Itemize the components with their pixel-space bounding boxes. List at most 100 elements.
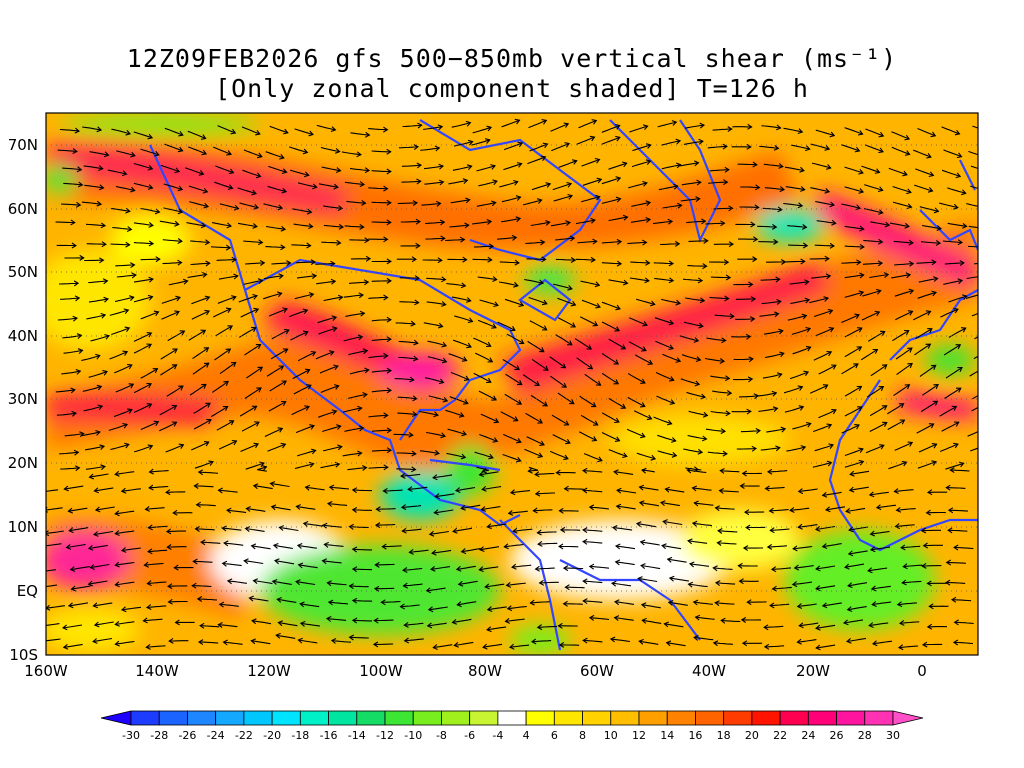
streamline-arrowhead bbox=[739, 483, 745, 489]
streamline-arrowhead bbox=[462, 178, 469, 184]
streamline-arrowhead bbox=[824, 188, 831, 194]
streamline-arrowhead bbox=[40, 623, 44, 628]
streamline-arrowhead bbox=[96, 200, 103, 207]
streamline-arrowhead bbox=[868, 622, 874, 629]
streamline-arrowhead bbox=[452, 527, 458, 534]
streamline bbox=[971, 406, 978, 412]
streamline-arrowhead bbox=[478, 471, 485, 478]
streamline-arrowhead bbox=[226, 150, 232, 156]
streamline bbox=[844, 245, 864, 248]
streamline bbox=[761, 125, 781, 129]
streamline-arrowhead bbox=[591, 436, 598, 442]
streamline bbox=[276, 634, 296, 639]
streamline-arrowhead bbox=[223, 540, 229, 547]
streamline bbox=[474, 352, 493, 363]
streamline bbox=[433, 474, 453, 479]
streamline-arrowhead bbox=[721, 337, 727, 344]
streamline bbox=[525, 241, 545, 245]
colorbar-tick-label: -28 bbox=[150, 729, 168, 742]
streamline bbox=[68, 507, 88, 512]
streamline bbox=[461, 504, 481, 509]
lon-label: 0 bbox=[917, 662, 927, 680]
streamline bbox=[295, 425, 315, 434]
streamline-arrowhead bbox=[592, 238, 598, 245]
streamline-arrowhead bbox=[874, 310, 881, 317]
streamline-arrowhead bbox=[859, 243, 865, 250]
streamline-arrowhead bbox=[675, 299, 682, 306]
streamline bbox=[245, 462, 265, 470]
streamline-arrowhead bbox=[456, 601, 462, 608]
streamline-arrowhead bbox=[797, 488, 804, 495]
streamline-arrowhead bbox=[877, 238, 884, 245]
streamline-arrowhead bbox=[147, 524, 153, 531]
streamline-arrowhead bbox=[101, 241, 107, 248]
streamline-arrowhead bbox=[982, 154, 987, 159]
streamline-arrowhead bbox=[725, 274, 732, 281]
streamline bbox=[862, 290, 881, 297]
streamline-arrowhead bbox=[358, 425, 365, 432]
streamline bbox=[427, 340, 447, 347]
streamline-arrowhead bbox=[348, 523, 354, 530]
streamline bbox=[713, 567, 733, 570]
streamline-arrowhead bbox=[693, 500, 699, 507]
streamline bbox=[162, 261, 182, 265]
streamline bbox=[83, 405, 103, 412]
streamline bbox=[816, 644, 836, 649]
streamline bbox=[601, 301, 621, 310]
streamline-arrowhead bbox=[460, 282, 467, 289]
streamline bbox=[794, 565, 814, 569]
streamline bbox=[583, 541, 603, 544]
streamline bbox=[481, 506, 501, 511]
streamline bbox=[737, 163, 757, 166]
streamline bbox=[227, 580, 247, 584]
streamline bbox=[528, 119, 547, 129]
streamline-arrowhead bbox=[172, 348, 178, 354]
streamline bbox=[792, 422, 811, 430]
streamline-arrowhead bbox=[567, 193, 574, 200]
streamline-arrowhead bbox=[645, 159, 652, 165]
streamline bbox=[64, 485, 84, 490]
streamline-arrowhead bbox=[250, 638, 256, 645]
streamline bbox=[503, 142, 523, 151]
streamline-arrowhead bbox=[120, 547, 127, 553]
streamline-arrowhead bbox=[206, 419, 212, 425]
streamline-arrowhead bbox=[486, 218, 493, 225]
streamline bbox=[537, 625, 558, 628]
streamline-arrowhead bbox=[591, 119, 598, 125]
streamline-arrowhead bbox=[459, 236, 466, 243]
streamline bbox=[684, 124, 705, 129]
streamline-arrowhead bbox=[983, 245, 987, 250]
streamline-arrowhead bbox=[582, 527, 588, 534]
streamline-arrowhead bbox=[386, 316, 392, 323]
streamline bbox=[476, 165, 496, 172]
streamline bbox=[163, 183, 183, 191]
streamline-arrowhead bbox=[856, 385, 863, 391]
lon-label: 140W bbox=[135, 662, 179, 680]
streamline-arrowhead bbox=[295, 579, 301, 586]
streamline-arrowhead bbox=[332, 326, 338, 332]
streamline-arrowhead bbox=[255, 172, 262, 179]
streamline bbox=[424, 181, 444, 185]
streamline bbox=[349, 239, 369, 241]
streamline-arrowhead bbox=[199, 622, 205, 629]
colorbar-swatch bbox=[610, 710, 640, 726]
streamline bbox=[639, 486, 659, 491]
streamline bbox=[765, 486, 785, 490]
streamline-arrowhead bbox=[284, 328, 290, 335]
streamline-arrowhead bbox=[383, 236, 389, 243]
streamline bbox=[109, 351, 128, 360]
streamline-arrowhead bbox=[192, 558, 198, 565]
streamline-arrowhead bbox=[451, 618, 458, 625]
streamline-arrowhead bbox=[168, 637, 174, 644]
streamline-arrowhead bbox=[386, 336, 392, 343]
streamline-arrowhead bbox=[226, 507, 232, 514]
streamline-arrowhead bbox=[125, 129, 131, 136]
colorbar-tick-label: -14 bbox=[348, 729, 366, 742]
streamline bbox=[818, 364, 837, 375]
streamline-arrowhead bbox=[77, 181, 84, 188]
streamline bbox=[211, 381, 229, 393]
streamline-arrowhead bbox=[122, 422, 129, 429]
streamline bbox=[766, 428, 786, 433]
streamline-arrowhead bbox=[925, 509, 931, 516]
streamline-arrowhead bbox=[326, 580, 332, 587]
